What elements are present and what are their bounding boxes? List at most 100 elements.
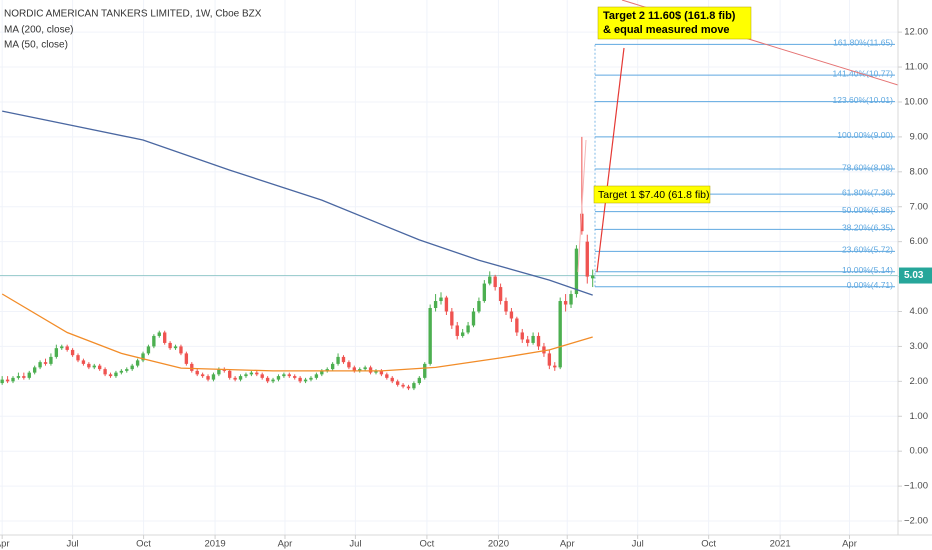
- fib-label: 61.80%(7.36): [842, 187, 893, 197]
- x-tick-label: Oct: [136, 539, 151, 550]
- x-tick-label: 2019: [205, 539, 226, 550]
- candle-body: [428, 308, 432, 364]
- candle-body: [450, 311, 454, 326]
- candle-body: [325, 369, 329, 371]
- price-tag-label: 5.03: [904, 270, 924, 281]
- x-tick-label: Apr: [560, 539, 575, 550]
- fib-label: 50.00%(6.86): [842, 205, 893, 215]
- candle-body: [168, 342, 172, 349]
- candle-body: [228, 370, 232, 378]
- candle-body: [547, 353, 552, 366]
- fib-label: 123.60%(10.01): [833, 95, 894, 105]
- candle-body: [303, 379, 308, 382]
- candle-body: [563, 301, 568, 305]
- candle-body: [5, 379, 10, 382]
- y-tick-label: 8.00: [910, 166, 929, 177]
- candle-body: [114, 372, 118, 377]
- candle-body: [238, 376, 243, 380]
- drawing-line: [577, 139, 587, 273]
- candle-body: [32, 367, 37, 373]
- candle-body: [358, 369, 362, 371]
- candle-body: [206, 376, 210, 380]
- candle-body: [81, 360, 86, 364]
- x-tick-label: Apr: [0, 539, 10, 550]
- candle-body: [119, 370, 124, 373]
- candle-body: [244, 374, 248, 377]
- fib-label: 141.40%(10.77): [833, 68, 894, 78]
- candle-body: [498, 287, 503, 302]
- candle-body: [574, 248, 579, 295]
- annotation-box: [593, 185, 711, 204]
- candle-body: [22, 376, 26, 378]
- fib-label: 161.80%(11.65): [833, 38, 893, 48]
- x-tick-label: Jul: [349, 539, 361, 550]
- moving-average: [1, 293, 593, 372]
- candle-body: [146, 346, 151, 354]
- candle-body: [54, 348, 59, 357]
- candle-body: [125, 369, 129, 371]
- candle-body: [282, 374, 286, 377]
- candle-body: [233, 377, 237, 380]
- candle-body: [509, 311, 514, 319]
- candle-body: [179, 346, 183, 354]
- candle-body: [439, 297, 443, 302]
- candle-body: [558, 301, 562, 368]
- candle-body: [11, 377, 15, 382]
- candle-body: [16, 376, 21, 378]
- fib-label: 0.00%(4.71): [847, 280, 893, 290]
- candle-body: [363, 367, 367, 370]
- chart-title: NORDIC AMERICAN TANKERS LIMITED, 1W, Cbo…: [4, 9, 262, 20]
- candle-body: [271, 379, 275, 382]
- y-tick-label: 3.00: [910, 341, 929, 352]
- x-tick-label: 2021: [770, 539, 791, 550]
- candle-body: [87, 363, 91, 368]
- y-tick-label: 1.00: [910, 411, 929, 422]
- candle-body: [379, 370, 384, 375]
- candle-body: [569, 294, 573, 305]
- candle-body: [249, 372, 254, 375]
- candle-body: [417, 377, 422, 384]
- candle-body: [157, 332, 161, 336]
- candle-body: [184, 353, 189, 364]
- candle-body: [390, 377, 394, 382]
- candle-body: [265, 377, 270, 382]
- candle-body: [163, 332, 167, 343]
- candle-body: [374, 370, 378, 373]
- fib-label: 100.00%(9.00): [837, 130, 893, 140]
- candle-body: [423, 363, 427, 378]
- candle-body: [98, 365, 102, 370]
- y-tick-label: 9.00: [910, 131, 929, 142]
- x-tick-label: Oct: [420, 539, 435, 550]
- candle-body: [135, 360, 140, 366]
- candle-body: [368, 367, 373, 373]
- candle-body: [352, 367, 356, 371]
- candle-body: [336, 356, 340, 364]
- y-tick-label: 4.00: [910, 306, 929, 317]
- candle-body: [444, 297, 449, 312]
- fib-label: 78.60%(8.08): [842, 162, 893, 172]
- candle-body: [526, 339, 530, 343]
- candle-body: [293, 376, 297, 378]
- y-tick-label: 12.00: [904, 27, 928, 38]
- candle-body: [76, 355, 80, 361]
- legend-entry: MA (200, close): [4, 25, 73, 36]
- candle-body: [580, 213, 584, 232]
- y-tick-label: 6.00: [910, 236, 929, 247]
- moving-average: [2, 110, 593, 296]
- candle-body: [401, 384, 405, 387]
- candle-body: [433, 301, 438, 309]
- y-tick-label: 11.00: [905, 62, 928, 73]
- candle-body: [455, 325, 459, 336]
- candle-body: [287, 374, 291, 377]
- candle-body: [217, 369, 221, 375]
- y-tick-label: 0.00: [910, 446, 929, 457]
- x-tick-label: Jul: [67, 539, 79, 550]
- fib-label: 23.60%(5.72): [842, 245, 893, 255]
- annotation: Target 1 $7.40 (61.8 fib): [598, 189, 710, 201]
- measured-move-line: [596, 47, 625, 273]
- candle-body: [195, 370, 199, 375]
- candle-body: [515, 318, 519, 333]
- candle-body: [200, 374, 205, 377]
- candle-body: [38, 362, 42, 368]
